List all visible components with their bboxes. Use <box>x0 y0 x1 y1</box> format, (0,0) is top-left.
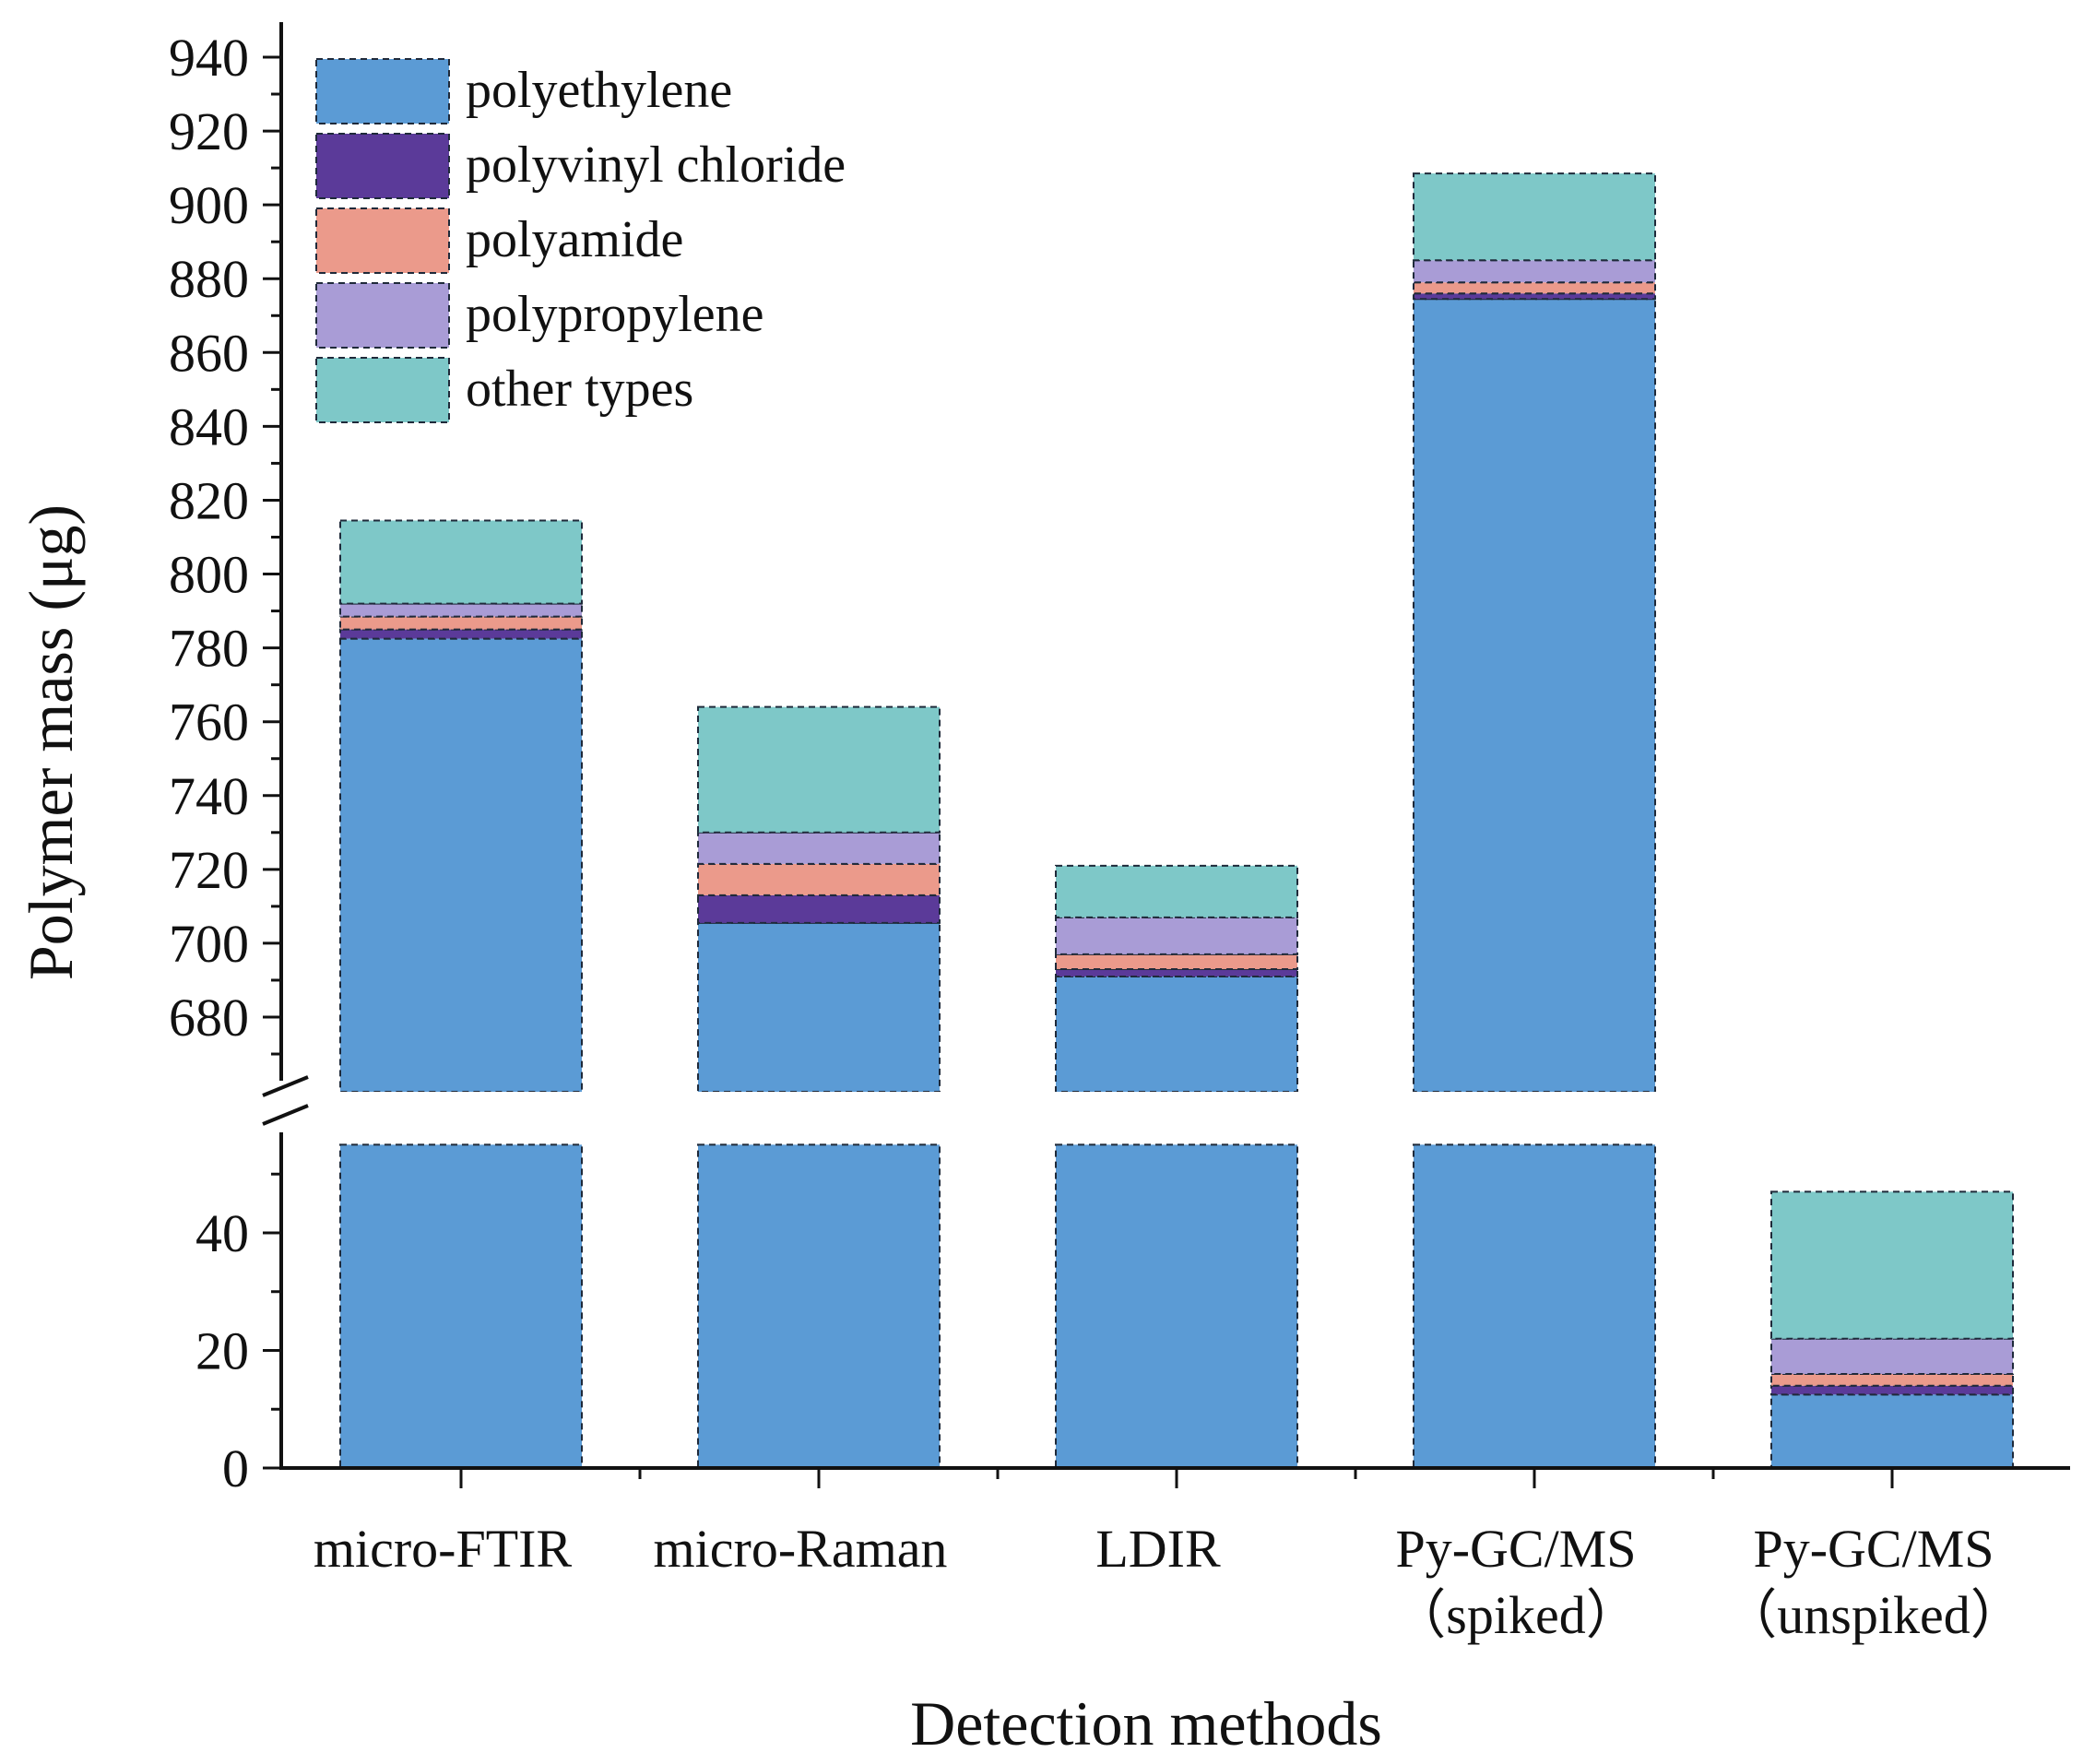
bar-1-other-types <box>339 519 583 605</box>
legend-swatch-polyvinyl-chloride <box>315 133 450 199</box>
bar-2-polyethylene-part2 <box>697 921 941 1093</box>
legend-label: polyvinyl chloride <box>466 136 846 194</box>
bar-1-polyethylene-part2 <box>339 637 583 1093</box>
x-category-label: Py-GC/MS <box>1395 1519 1636 1579</box>
bar-4-polyvinyl-chloride <box>1413 292 1656 301</box>
bar-3-other-types <box>1055 864 1298 918</box>
y-tick-label: 880 <box>169 249 249 309</box>
y-tick-label: 40 <box>195 1203 249 1263</box>
x-category-label: Py-GC/MS <box>1753 1519 1994 1579</box>
bar-5-polyvinyl-chloride <box>1770 1384 2014 1396</box>
bar-2-other-types <box>697 705 941 834</box>
bar-4-other-types <box>1413 172 1656 262</box>
bar-3-polyvinyl-chloride <box>1055 967 1298 977</box>
y-tick-label: 0 <box>222 1438 249 1498</box>
y-tick-label: 920 <box>169 101 249 161</box>
bar-3-polyethylene-part2 <box>1055 975 1298 1093</box>
bar-3-polypropylene <box>1055 916 1298 955</box>
legend-label: other types <box>466 361 693 418</box>
y-tick-label: 720 <box>169 840 249 900</box>
bar-1-polyamide <box>339 615 583 631</box>
legend-label: polyethylene <box>466 62 732 119</box>
y-tick-label: 740 <box>169 766 249 826</box>
x-category-label-line2: （spiked） <box>1392 1585 1639 1645</box>
x-category-label: micro-Raman <box>654 1519 948 1579</box>
x-category-label: LDIR <box>1095 1519 1221 1579</box>
bar-2-polyethylene-part1 <box>697 1143 941 1469</box>
y-tick-label: 680 <box>169 988 249 1048</box>
bar-2-polyvinyl-chloride <box>697 894 941 924</box>
y-axis-title: Polymer mass (μg) <box>16 504 86 980</box>
legend-swatch-other-types <box>315 357 450 423</box>
legend-label: polypropylene <box>466 286 763 343</box>
x-category-label: micro-FTIR <box>314 1519 573 1579</box>
y-tick-label: 20 <box>195 1321 249 1381</box>
bar-5-polyamide <box>1770 1373 2014 1387</box>
x-axis-title: Detection methods <box>910 1688 1382 1758</box>
bar-5-other-types <box>1770 1190 2014 1340</box>
bar-2-polyamide <box>697 862 941 896</box>
bar-1-polyethylene-part1 <box>339 1143 583 1469</box>
legend: polyethylene polyvinyl chloride polyamide p… <box>315 58 846 423</box>
y-tick-label: 700 <box>169 914 249 974</box>
bar-5-polypropylene <box>1770 1337 2014 1375</box>
bar-3-polyethylene-part1 <box>1055 1143 1298 1469</box>
y-tick-label: 800 <box>169 545 249 605</box>
y-tick-label: 840 <box>169 397 249 456</box>
y-tick-label: 780 <box>169 619 249 679</box>
y-tick-label: 820 <box>169 470 249 530</box>
legend-swatch-polypropylene <box>315 282 450 349</box>
legend-swatch-polyamide <box>315 207 450 274</box>
bar-4-polypropylene <box>1413 259 1656 284</box>
legend-label: polyamide <box>466 211 683 268</box>
y-tick-label: 860 <box>169 323 249 383</box>
bar-2-polypropylene <box>697 831 941 865</box>
bar-1-polypropylene <box>339 602 583 618</box>
y-tick-label: 900 <box>169 175 249 235</box>
axis-break-mark-upper <box>262 1075 309 1097</box>
y-tick-label: 940 <box>169 28 249 88</box>
bar-4-polyethylene-part1 <box>1413 1143 1656 1469</box>
bar-4-polyamide <box>1413 281 1656 295</box>
bar-1-polyvinyl-chloride <box>339 628 583 640</box>
x-category-label-line2: （unspiked） <box>1723 1585 2023 1645</box>
bar-4-polyethylene-part2 <box>1413 298 1656 1093</box>
axis-break-mark-lower <box>262 1104 309 1126</box>
y-tick-label: 760 <box>169 693 249 752</box>
axes-layer: 680 700 720 740 760 780 800 820 840 860 880 900 920 9… <box>0 22 2079 1645</box>
bar-5-polyethylene <box>1770 1393 2014 1469</box>
bars-layer <box>339 172 2014 1469</box>
legend-swatch-polyethylene <box>315 58 450 124</box>
bar-3-polyamide <box>1055 953 1298 970</box>
axis-break-gap <box>0 1092 2079 1118</box>
